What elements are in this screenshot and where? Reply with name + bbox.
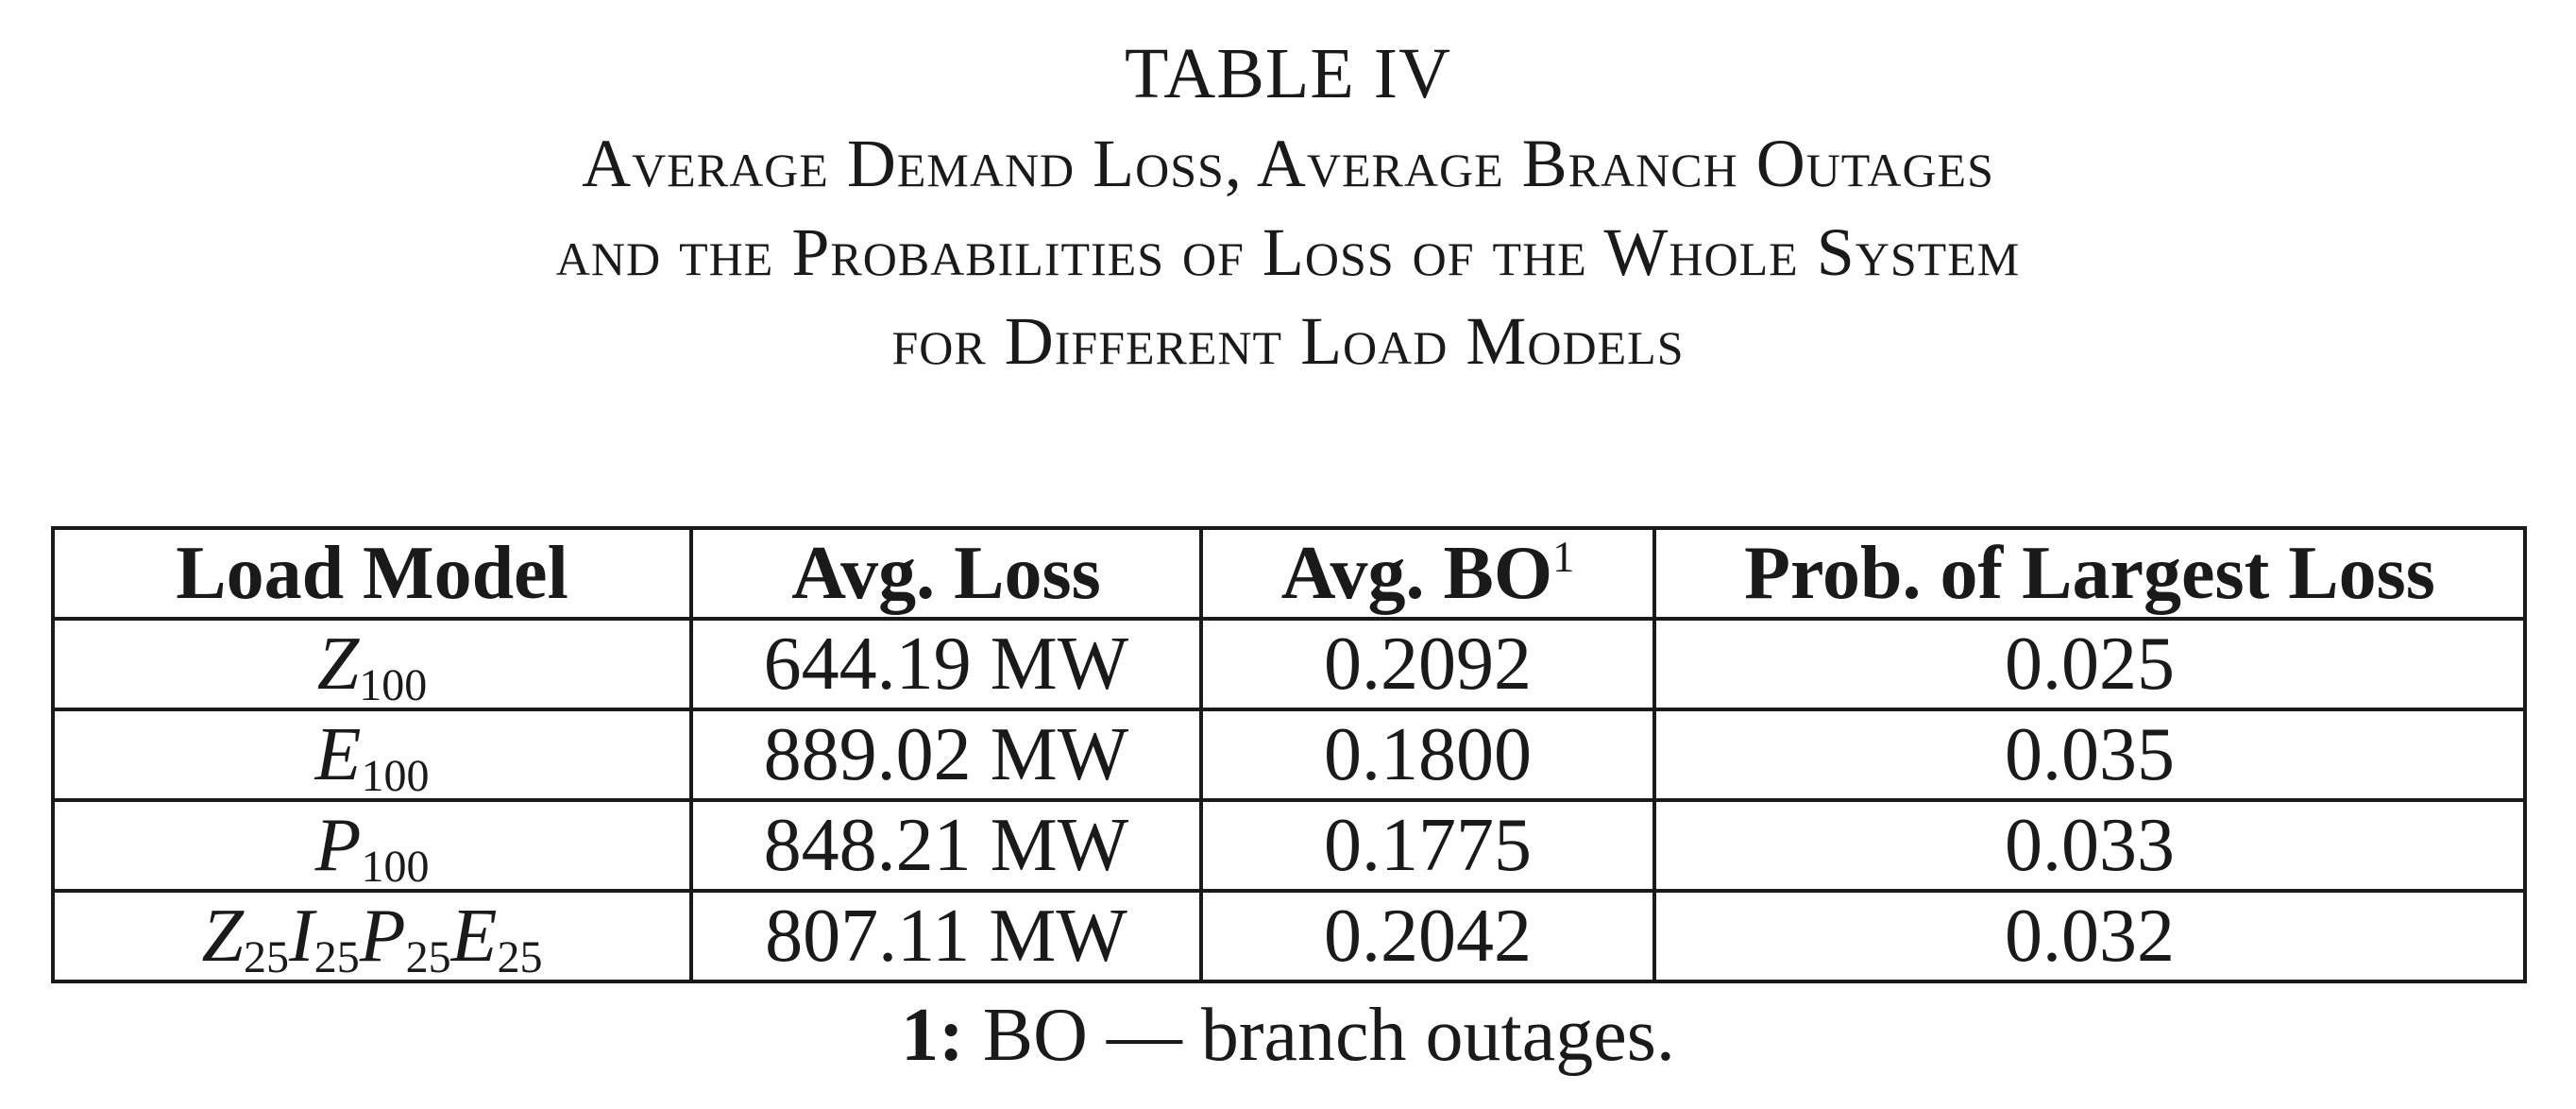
table-row: Z25I25P25E25 807.11 MW 0.2042 0.032	[51, 889, 2527, 983]
load-model-symbol: I	[289, 895, 314, 978]
header-avg-bo-label: Avg. BO	[1280, 532, 1553, 615]
cell-avg-loss: 644.19 MW	[689, 617, 1203, 711]
cell-avg-loss: 807.11 MW	[689, 889, 1203, 983]
cell-prob-largest-loss: 0.035	[1652, 708, 2527, 802]
footnote-marker: 1	[1552, 534, 1575, 583]
header-load-model: Load Model	[51, 526, 693, 621]
table-title-line-2: and the Probabilities of Loss of the Who…	[555, 214, 2021, 290]
cell-prob-largest-loss: 0.025	[1652, 617, 2527, 711]
cell-load-model: Z25I25P25E25	[51, 889, 693, 983]
table-row: Z100 644.19 MW 0.2092 0.025	[51, 617, 2527, 711]
cell-load-model: P100	[51, 798, 693, 893]
header-row: Load Model Avg. Loss Avg. BO1 Prob. of L…	[51, 526, 2527, 621]
load-model-symbol: P	[359, 895, 406, 978]
load-model-symbol: E	[450, 895, 498, 978]
cell-load-model: E100	[51, 708, 693, 802]
results-table: Load Model Avg. Loss Avg. BO1 Prob. of L…	[51, 526, 2527, 983]
cell-avg-bo: 0.1800	[1199, 708, 1656, 802]
load-model-subscript: 100	[361, 842, 430, 891]
cell-avg-loss: 889.02 MW	[689, 708, 1203, 802]
header-avg-loss: Avg. Loss	[689, 526, 1203, 621]
cell-avg-bo: 0.2092	[1199, 617, 1656, 711]
footnote-text: BO — branch outages.	[963, 994, 1675, 1077]
footnote-mark: 1:	[901, 994, 964, 1077]
load-model-symbol: P	[314, 804, 362, 887]
load-model-symbol: E	[314, 713, 362, 796]
cell-avg-bo: 0.1775	[1199, 798, 1656, 893]
table-row: E100 889.02 MW 0.1800 0.035	[51, 708, 2527, 802]
table-title-line-1: Average Demand Loss, Average Branch Outa…	[582, 126, 1994, 201]
load-model-subscript: 25	[244, 932, 290, 981]
load-model-symbol: Z	[201, 895, 245, 978]
header-prob-largest-loss: Prob. of Largest Loss	[1652, 526, 2527, 621]
load-model-subscript: 25	[314, 932, 360, 981]
table-body: Z100 644.19 MW 0.2092 0.025 E100 889.02 MW 0.1…	[51, 617, 2527, 983]
header-avg-bo: Avg. BO1	[1199, 526, 1656, 621]
cell-avg-loss: 848.21 MW	[689, 798, 1203, 893]
cell-load-model: Z100	[51, 617, 693, 711]
cell-prob-largest-loss: 0.033	[1652, 798, 2527, 893]
load-model-subscript: 100	[361, 751, 430, 800]
cell-prob-largest-loss: 0.032	[1652, 889, 2527, 983]
table-caption: TABLE IV Average Demand Loss, Average Br…	[0, 28, 2576, 385]
table-footnote: 1: BO — branch outages.	[0, 988, 2576, 1083]
table-row: P100 848.21 MW 0.1775 0.033	[51, 798, 2527, 893]
load-model-subscript: 25	[405, 932, 451, 981]
cell-avg-bo: 0.2042	[1199, 889, 1656, 983]
load-model-symbol: Z	[316, 623, 360, 706]
table-label: TABLE IV	[1125, 34, 1451, 113]
table-title-line-3: for Different Load Models	[891, 303, 1685, 379]
load-model-subscript: 25	[497, 932, 543, 981]
load-model-subscript: 100	[359, 660, 428, 709]
